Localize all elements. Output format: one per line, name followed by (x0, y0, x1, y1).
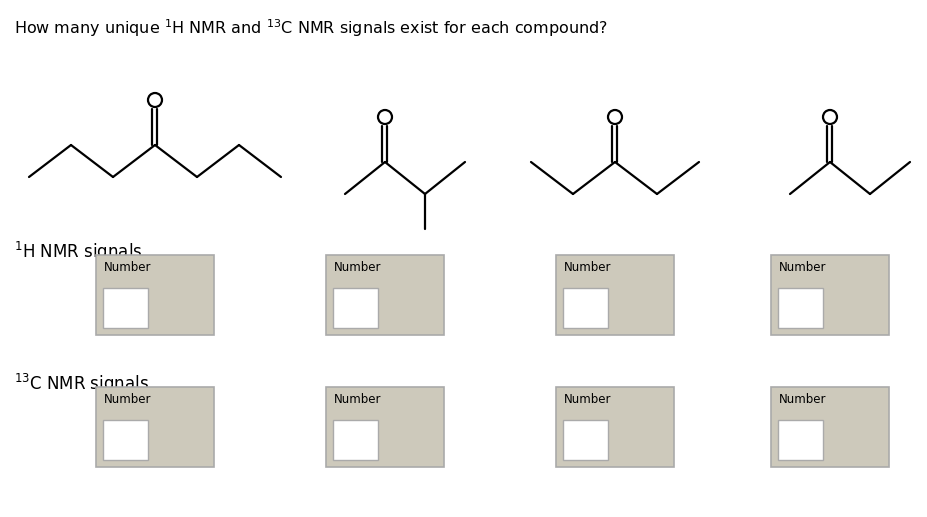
FancyBboxPatch shape (103, 288, 147, 328)
FancyBboxPatch shape (563, 288, 607, 328)
Text: Number: Number (564, 393, 611, 406)
Text: Number: Number (564, 261, 611, 274)
Text: How many unique $^{1}$H NMR and $^{13}$C NMR signals exist for each compound?: How many unique $^{1}$H NMR and $^{13}$C… (14, 17, 607, 39)
Text: Number: Number (104, 261, 151, 274)
FancyBboxPatch shape (325, 387, 443, 467)
Text: $^{1}$H NMR signals: $^{1}$H NMR signals (14, 240, 143, 264)
Text: $^{13}$C NMR signals: $^{13}$C NMR signals (14, 372, 149, 396)
FancyBboxPatch shape (777, 420, 822, 460)
FancyBboxPatch shape (333, 420, 377, 460)
FancyBboxPatch shape (770, 387, 888, 467)
Text: Number: Number (334, 393, 381, 406)
FancyBboxPatch shape (103, 420, 147, 460)
Text: Number: Number (778, 261, 826, 274)
FancyBboxPatch shape (777, 288, 822, 328)
FancyBboxPatch shape (770, 255, 888, 335)
FancyBboxPatch shape (95, 387, 214, 467)
FancyBboxPatch shape (555, 387, 673, 467)
FancyBboxPatch shape (555, 255, 673, 335)
FancyBboxPatch shape (95, 255, 214, 335)
Text: Number: Number (778, 393, 826, 406)
FancyBboxPatch shape (325, 255, 443, 335)
Text: Number: Number (334, 261, 381, 274)
FancyBboxPatch shape (563, 420, 607, 460)
Text: Number: Number (104, 393, 151, 406)
FancyBboxPatch shape (333, 288, 377, 328)
